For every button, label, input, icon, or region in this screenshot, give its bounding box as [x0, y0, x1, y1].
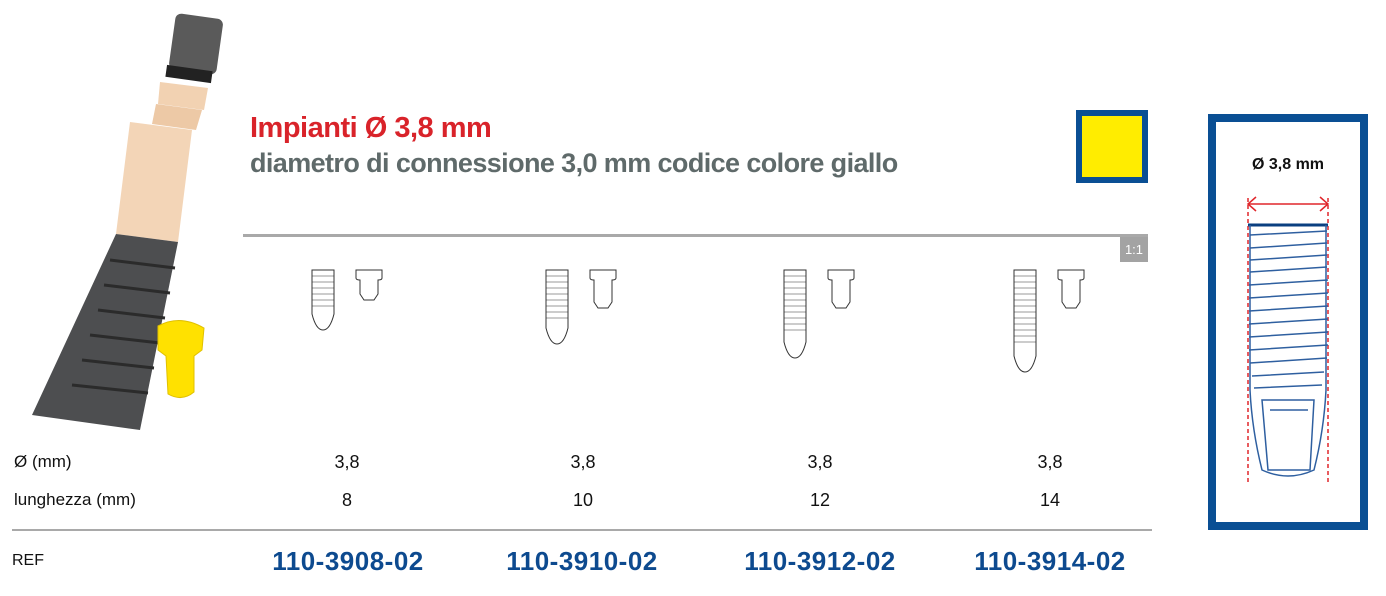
- implant-drawing-14: [1013, 269, 1085, 373]
- length-value: 10: [572, 490, 594, 510]
- length-value: 8: [341, 490, 352, 510]
- page-title: Impianti Ø 3,8 mm: [250, 112, 492, 144]
- implant-drawings: [311, 269, 1085, 373]
- diameter-value: 3,8: [570, 452, 596, 472]
- length-value: 14: [1039, 490, 1061, 510]
- implant-product-image: [32, 13, 223, 430]
- ref-label: REF: [12, 552, 44, 569]
- diameter-value: 3,8: [807, 452, 833, 472]
- ref-code: 110-3908-02: [272, 546, 424, 576]
- implant-drawing-12: [783, 269, 855, 359]
- ref-code: 110-3914-02: [974, 546, 1126, 576]
- color-code-swatch: [1076, 110, 1148, 183]
- implant-drawing-8: [311, 269, 383, 331]
- scale-badge: 1:1: [1120, 237, 1148, 262]
- diameter-value: 3,8: [1037, 452, 1063, 472]
- row-label-diameter: Ø (mm): [14, 452, 72, 471]
- row-label-length: lunghezza (mm): [14, 490, 136, 509]
- divider: [243, 234, 1148, 237]
- length-value: 12: [809, 490, 831, 510]
- page-subtitle: diametro di connessione 3,0 mm codice co…: [250, 148, 898, 178]
- ref-code: 110-3910-02: [506, 546, 658, 576]
- detail-diameter-label: Ø 3,8 mm: [1251, 156, 1325, 173]
- implant-drawing-10: [545, 269, 617, 345]
- divider: [12, 529, 1152, 531]
- detail-frame: [1208, 114, 1368, 530]
- implant-detail-drawing: [1246, 196, 1330, 482]
- diameter-value: 3,8: [334, 452, 360, 472]
- ref-code: 110-3912-02: [744, 546, 896, 576]
